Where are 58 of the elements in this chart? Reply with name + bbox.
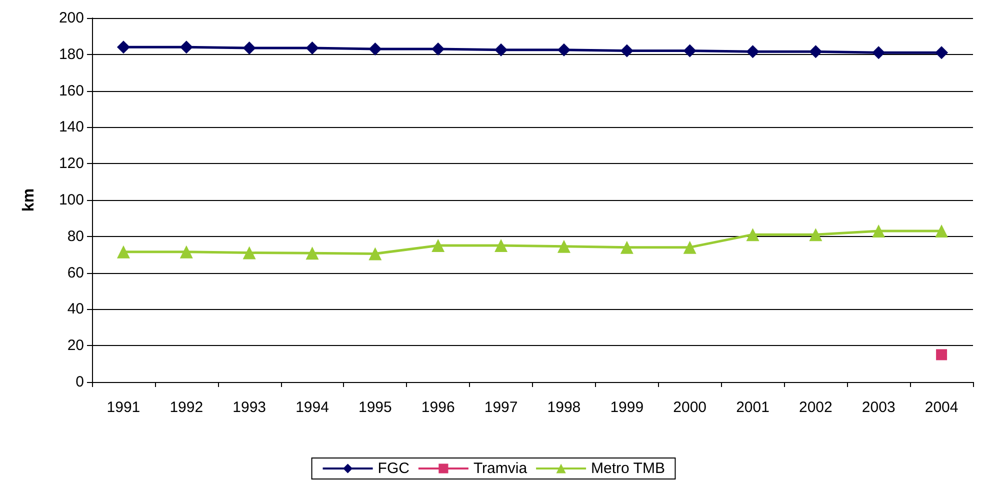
point [683,44,696,58]
point [180,245,193,258]
point [368,247,382,260]
y-tick-label: 0 [76,374,84,390]
y-tick-label: 120 [58,155,84,172]
point [116,40,130,54]
point [620,240,634,254]
y-tick-label: 100 [58,192,84,208]
x-tick-label: 1998 [547,399,581,416]
point [557,240,570,253]
y-axis-title: km [20,188,38,212]
point [872,224,886,238]
x-tick-label: 1997 [484,399,518,416]
point [872,46,886,60]
point [809,228,822,242]
point [116,245,130,258]
point [432,239,445,252]
x-tick-label: 1992 [170,399,204,416]
y-tick-label: 40 [67,300,84,318]
y-tick-label: 140 [58,118,84,136]
x-tick-label: 2000 [673,399,707,416]
x-tick-label: 1993 [232,399,266,416]
x-tick-label: 1991 [106,399,140,416]
legend-label: FGC [378,460,410,477]
x-tick-label: 1999 [610,399,644,416]
point [935,46,948,60]
x-tick-label: 1995 [358,399,392,416]
legend-label: Metro TMB [591,460,665,477]
point [746,45,760,58]
x-tick-label: 2004 [924,399,958,416]
x-tick-label: 2001 [736,399,770,416]
point [683,240,696,254]
point [494,43,508,56]
y-tick-label: 180 [58,46,84,63]
point [306,42,319,55]
y-tick-label: 60 [67,264,84,282]
point [809,45,822,58]
x-tick-label: 1996 [421,399,455,416]
y-tick-label: 200 [58,10,84,26]
point [936,349,948,360]
point [620,44,634,58]
point [432,42,445,56]
y-tick-label: 80 [67,228,84,245]
point [242,42,256,55]
point [746,228,760,242]
point [557,43,570,56]
point [306,246,319,260]
x-tick-label: 2002 [798,399,832,416]
y-tick-label: 160 [58,82,84,100]
x-tick-label: 1994 [296,399,329,416]
point [368,42,382,56]
point [935,224,948,238]
x-tick-label: 2003 [862,399,896,416]
y-tick-label: 20 [67,337,84,354]
point [494,239,508,252]
point [242,246,256,260]
legend-label: Tramvia [473,460,528,477]
point [180,40,193,54]
